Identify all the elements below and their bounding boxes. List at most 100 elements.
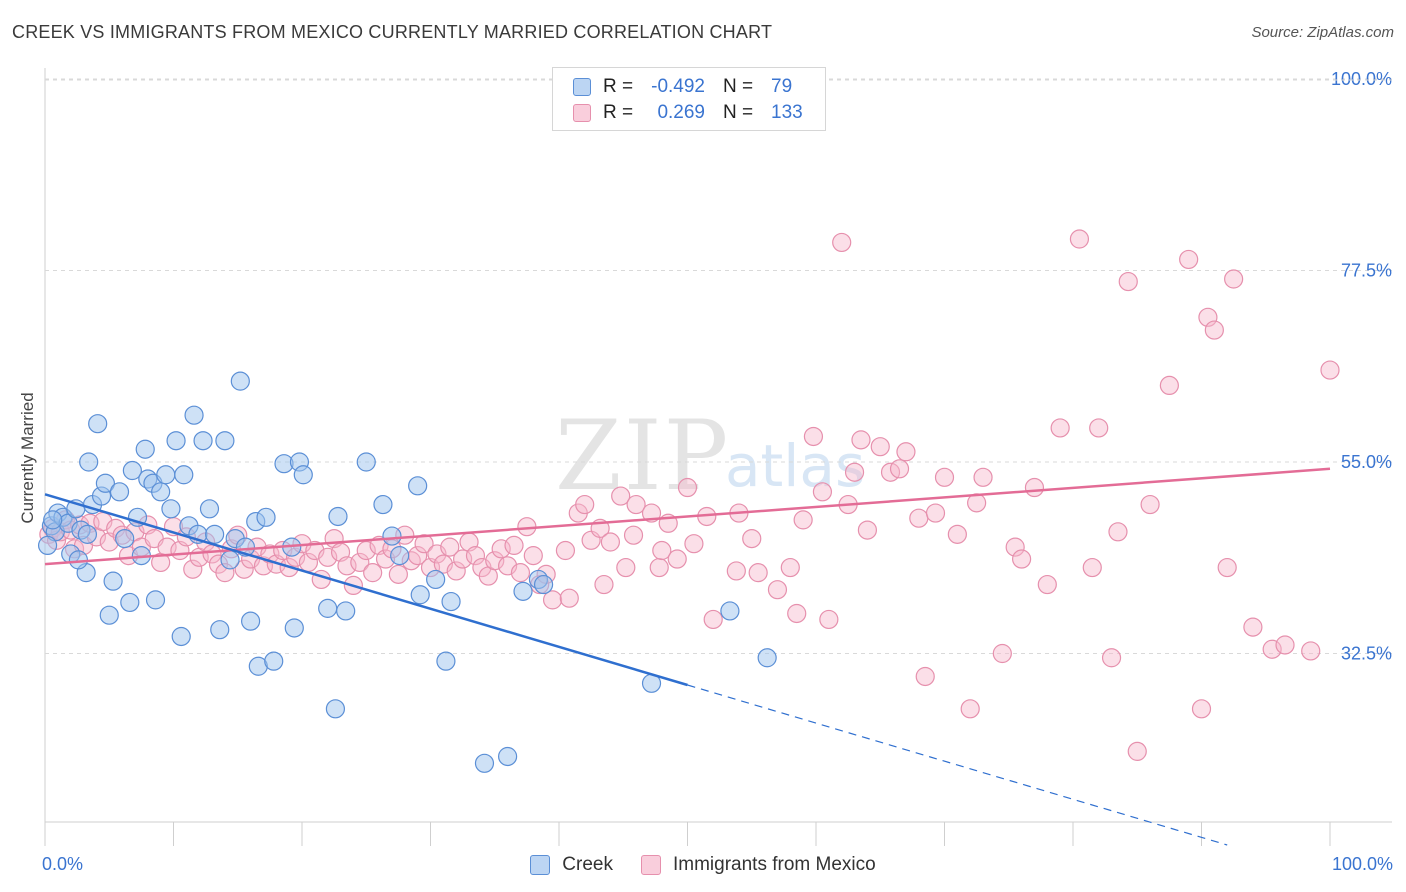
mexico-point <box>1037 574 1057 595</box>
creek-trend-line <box>44 493 688 687</box>
creek-point <box>241 611 261 631</box>
creek-point <box>145 590 166 610</box>
creek-point <box>151 482 171 502</box>
mexico-point <box>1101 648 1122 668</box>
creek-point <box>95 473 115 493</box>
n-value: 133 <box>771 102 803 123</box>
stats-row-mexico: R = 0.269 N = 133 <box>573 101 803 125</box>
creek-point <box>390 546 410 566</box>
mexico-point <box>510 563 531 583</box>
creek-point <box>382 526 402 546</box>
creek-point <box>230 371 250 391</box>
mexico-point <box>611 486 631 506</box>
n-label: N = <box>723 102 754 123</box>
legend-label-creek: Creek <box>562 854 613 875</box>
mexico-point <box>1179 249 1199 270</box>
y-tick-label: 77.5% <box>1341 261 1392 281</box>
creek-point <box>210 620 230 640</box>
creek-point <box>264 651 284 671</box>
creek-trend-extension <box>687 684 1228 846</box>
mexico-point <box>440 537 460 557</box>
legend-item-creek[interactable]: Creek <box>530 854 613 876</box>
creek-point <box>293 465 313 485</box>
creek-point <box>325 699 346 719</box>
mexico-point <box>1069 229 1090 249</box>
y-axis-label: Currently Married <box>18 392 37 524</box>
creek-point <box>336 601 356 621</box>
creek-point <box>109 482 130 502</box>
creek-point <box>156 465 176 485</box>
mexico-point <box>726 561 746 581</box>
mexico-point <box>1217 557 1237 578</box>
mexico-point <box>1204 320 1224 340</box>
y-tick-label: 100.0% <box>1331 69 1392 89</box>
mexico-point <box>780 557 800 578</box>
mexico-point <box>832 232 852 253</box>
mexico-point <box>793 510 813 530</box>
creek-point <box>328 506 348 527</box>
creek-point <box>193 431 213 451</box>
creek-point <box>720 601 740 621</box>
creek-point <box>103 571 123 591</box>
mexico-point <box>1140 494 1160 515</box>
mexico-point <box>1118 271 1138 292</box>
x-tick-label-min: 0.0% <box>42 854 83 874</box>
chart-title: CREEK VS IMMIGRANTS FROM MEXICO CURRENTL… <box>12 22 773 42</box>
series-legend: Creek Immigrants from Mexico <box>0 852 1406 878</box>
watermark-zip: ZIP <box>555 400 731 512</box>
creek-point <box>513 581 533 601</box>
creek-point <box>757 648 777 668</box>
mexico-point <box>1301 641 1321 661</box>
mexico-point <box>183 559 203 579</box>
creek-point <box>205 524 225 544</box>
creek-point <box>43 510 63 530</box>
mexico-point <box>652 540 672 561</box>
creek-point <box>184 405 204 425</box>
creek-point <box>135 439 155 459</box>
mexico-point <box>234 559 254 579</box>
creek-point <box>79 452 99 472</box>
creek-point <box>474 753 495 773</box>
mexico-point <box>909 508 929 528</box>
mexico-point <box>870 437 890 457</box>
mexico-point <box>973 467 993 487</box>
creek-point <box>373 494 393 515</box>
source-note: Source: ZipAtlas.com <box>1251 24 1394 41</box>
creek-point <box>215 431 235 451</box>
creek-point <box>122 460 142 481</box>
mexico-point <box>1243 617 1263 637</box>
mexico-point <box>992 643 1012 664</box>
mexico-point <box>414 534 434 554</box>
n-label: N = <box>723 76 754 97</box>
mexico-point <box>915 666 935 687</box>
creek-point <box>77 524 98 544</box>
creek-point <box>115 528 135 549</box>
mexico-point <box>947 524 967 544</box>
mexico-point <box>1108 522 1128 542</box>
mexico-point <box>1159 375 1179 395</box>
creek-point <box>426 569 446 590</box>
mexico-point <box>559 588 579 608</box>
creek-point <box>436 651 456 671</box>
mexico-point <box>1127 741 1147 761</box>
legend-label-mexico: Immigrants from Mexico <box>672 854 876 875</box>
mexico-point <box>934 467 955 487</box>
legend-item-mexico[interactable]: Immigrants from Mexico <box>640 854 876 876</box>
creek-point <box>68 550 89 570</box>
mexico-point <box>485 551 505 571</box>
mexico-point <box>1050 418 1070 438</box>
mexico-point <box>363 563 383 583</box>
creek-swatch <box>530 855 551 875</box>
mexico-point <box>787 603 807 624</box>
mexico-point <box>1275 635 1295 655</box>
creek-point <box>127 507 148 527</box>
creek-point <box>220 550 240 570</box>
mexico-point <box>1262 639 1282 659</box>
watermark-atlas: atlas <box>725 432 866 500</box>
mexico-point <box>594 574 614 595</box>
mexico-point <box>626 494 646 515</box>
mexico-point <box>742 528 762 549</box>
mexico-point <box>896 442 916 462</box>
r-value: 0.269 <box>657 102 705 123</box>
